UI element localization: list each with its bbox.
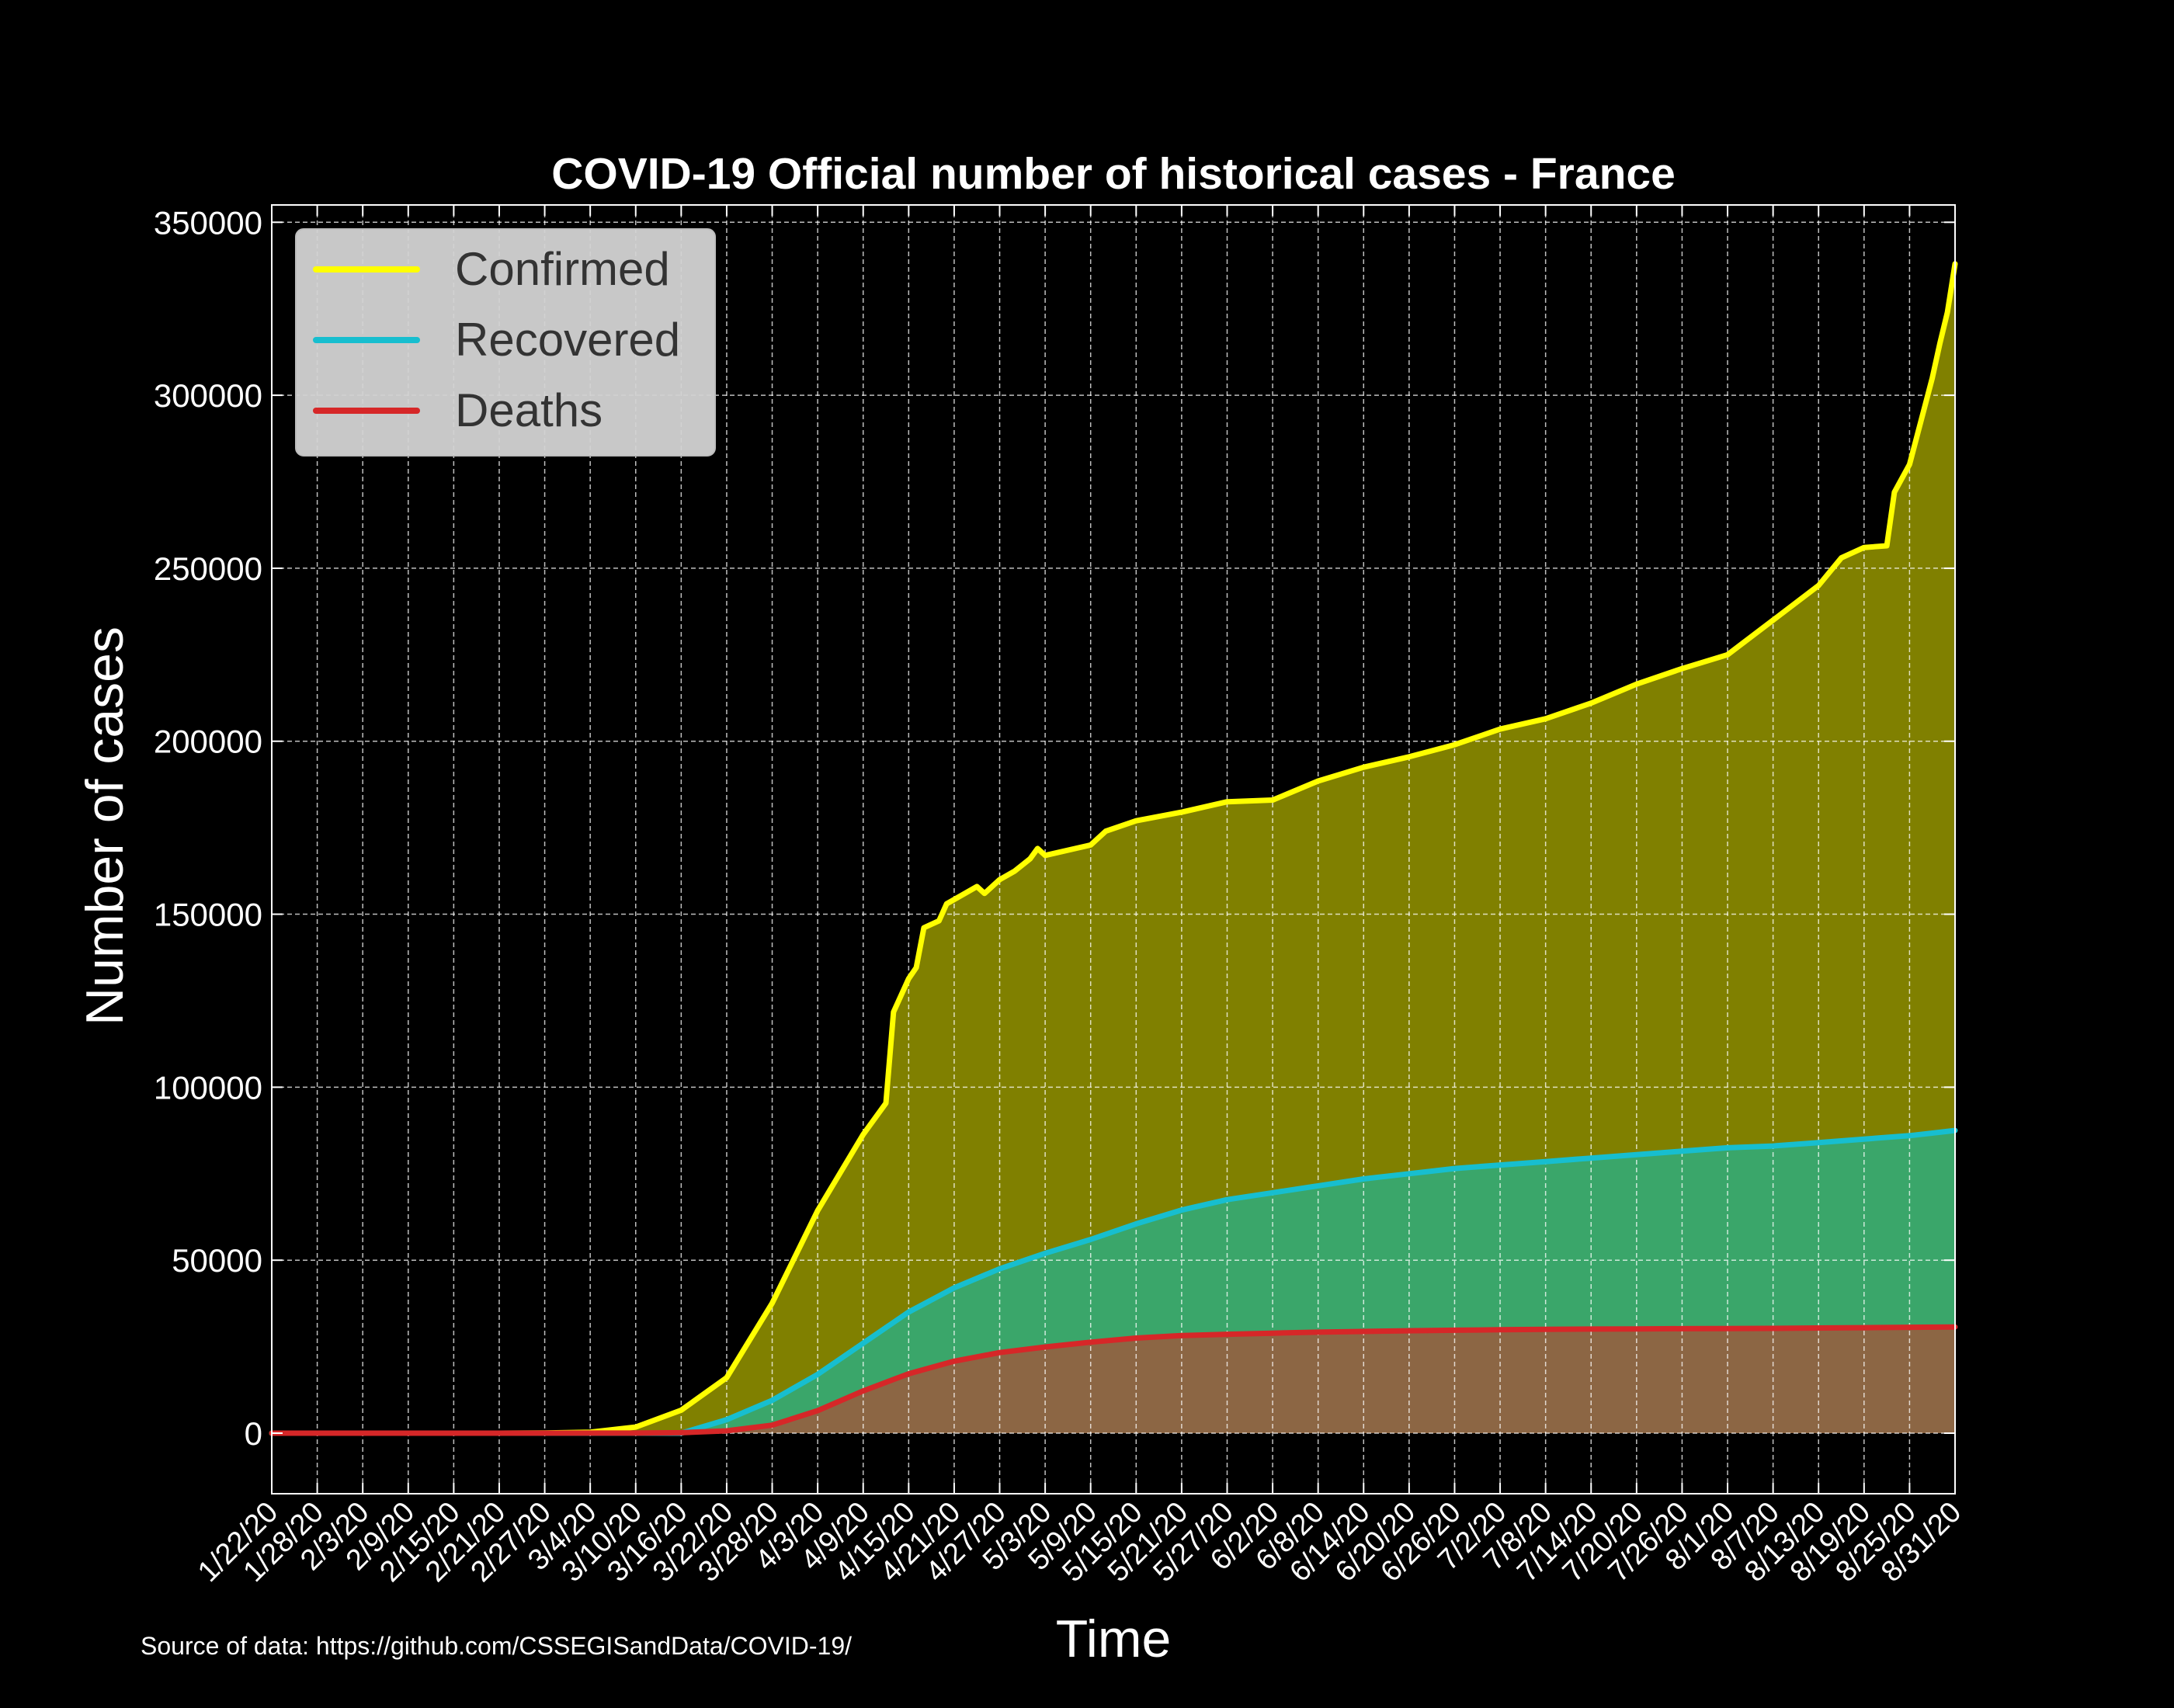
line-recovered bbox=[269, 1127, 1958, 1436]
legend-label-deaths: Deaths bbox=[455, 384, 603, 436]
y-tick-label: 300000 bbox=[154, 377, 262, 414]
y-tick-label: 350000 bbox=[154, 204, 262, 241]
area-deaths bbox=[272, 1327, 1955, 1433]
legend: Confirmed Recovered Deaths bbox=[295, 228, 716, 457]
y-tick-label: 0 bbox=[245, 1415, 262, 1452]
y-tick-label: 250000 bbox=[154, 550, 262, 587]
x-axis-label: Time bbox=[1056, 1609, 1172, 1668]
axes-frame bbox=[271, 204, 1956, 1494]
line-deaths bbox=[269, 1324, 1958, 1436]
y-tick-label: 150000 bbox=[154, 897, 262, 933]
legend-box bbox=[295, 228, 716, 457]
y-tick-label: 50000 bbox=[172, 1242, 262, 1279]
y-tick-label: 100000 bbox=[154, 1069, 262, 1106]
y-axis-label: Number of cases bbox=[75, 627, 134, 1026]
area-confirmed bbox=[272, 263, 1955, 1433]
y-tick-label: 200000 bbox=[154, 724, 262, 760]
source-note: Source of data: https://github.com/CSSEG… bbox=[141, 1632, 853, 1660]
legend-label-recovered: Recovered bbox=[455, 314, 680, 366]
line-confirmed bbox=[269, 261, 1958, 1436]
chart-title: COVID-19 Official number of historical c… bbox=[551, 149, 1676, 199]
legend-label-confirmed: Confirmed bbox=[455, 243, 670, 295]
